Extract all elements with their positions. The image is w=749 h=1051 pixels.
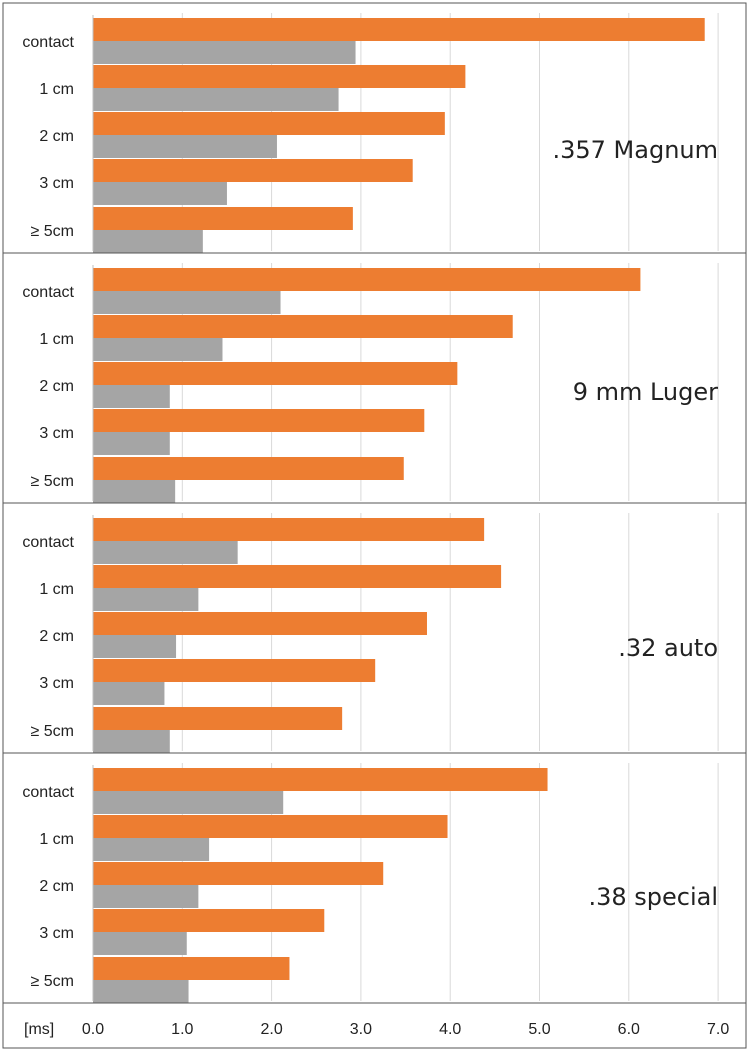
category-label: ≥ 5cm [31, 223, 74, 240]
x-tick-label: 2.0 [260, 1021, 282, 1038]
category-label: ≥ 5cm [31, 973, 74, 990]
category-label: 2 cm [39, 378, 74, 395]
bar [93, 885, 199, 908]
panel-title: 9 mm Luger [573, 378, 718, 406]
x-tick-label: 7.0 [707, 1021, 729, 1038]
bar [93, 291, 281, 314]
category-label: 3 cm [39, 425, 74, 442]
category-label: 2 cm [39, 628, 74, 645]
x-tick-label: 0.0 [82, 1021, 104, 1038]
bar [93, 541, 238, 564]
bar [93, 41, 356, 64]
bar [93, 838, 210, 861]
chart-panel: contact 1 cm 2 cm 3 cm ≥ 5cm 9 mm Luger [2, 252, 747, 504]
category-label: contact [22, 34, 74, 51]
bar [93, 612, 427, 635]
bar [93, 112, 445, 135]
bar [93, 980, 189, 1003]
bar [93, 338, 223, 361]
category-label: 2 cm [39, 878, 74, 895]
bar [93, 135, 277, 158]
bar [93, 565, 502, 588]
bar [93, 791, 284, 814]
bar [93, 730, 170, 753]
bar [93, 362, 458, 385]
bar [93, 88, 339, 111]
category-label: contact [22, 534, 74, 551]
bar [93, 588, 199, 611]
bar [93, 480, 176, 503]
bar [93, 815, 448, 838]
bar [93, 159, 413, 182]
category-label: 2 cm [39, 128, 74, 145]
bar [93, 182, 227, 205]
bar [93, 957, 290, 980]
panel-title: .357 Magnum [552, 136, 718, 164]
bar [93, 909, 325, 932]
category-label: ≥ 5cm [31, 473, 74, 490]
category-label: ≥ 5cm [31, 723, 74, 740]
bar [93, 659, 376, 682]
bar [93, 315, 513, 338]
bar [93, 635, 177, 658]
category-label: 1 cm [39, 331, 74, 348]
x-tick-label: 3.0 [350, 1021, 372, 1038]
bar [93, 65, 466, 88]
category-label: 1 cm [39, 581, 74, 598]
bar [93, 457, 404, 480]
bar [93, 230, 203, 253]
x-tick-label: 4.0 [439, 1021, 461, 1038]
bar [93, 768, 548, 791]
category-label: contact [22, 784, 74, 801]
bar [93, 207, 353, 230]
bar [93, 707, 343, 730]
bar [93, 385, 170, 408]
panel-title: .38 special [588, 883, 718, 911]
figure-frame [2, 752, 747, 1049]
chart-panel: contact 1 cm 2 cm 3 cm ≥ 5cm .38 special [2, 752, 747, 1004]
chart-panel: contact 1 cm 2 cm 3 cm ≥ 5cm .357 Magnum [2, 2, 747, 254]
x-tick-label: 6.0 [618, 1021, 640, 1038]
category-label: 3 cm [39, 175, 74, 192]
bar [93, 18, 705, 41]
x-tick-label: 1.0 [171, 1021, 193, 1038]
category-label: 1 cm [39, 831, 74, 848]
category-label: 3 cm [39, 675, 74, 692]
category-label: 1 cm [39, 81, 74, 98]
x-axis: [ms] 0.0 1.0 2.0 3.0 4.0 5.0 6.0 7.0 [2, 752, 747, 1049]
bar [93, 932, 187, 955]
bar [93, 682, 165, 705]
category-label: contact [22, 284, 74, 301]
bar [93, 268, 641, 291]
bar [93, 432, 170, 455]
chart-panel: contact 1 cm 2 cm 3 cm ≥ 5cm .32 auto [2, 502, 747, 754]
bar [93, 518, 485, 541]
x-tick-label: 5.0 [528, 1021, 550, 1038]
bar [93, 409, 425, 432]
panel-title: .32 auto [618, 634, 718, 662]
bar [93, 862, 384, 885]
x-axis-unit-label: [ms] [24, 1021, 54, 1038]
category-label: 3 cm [39, 925, 74, 942]
